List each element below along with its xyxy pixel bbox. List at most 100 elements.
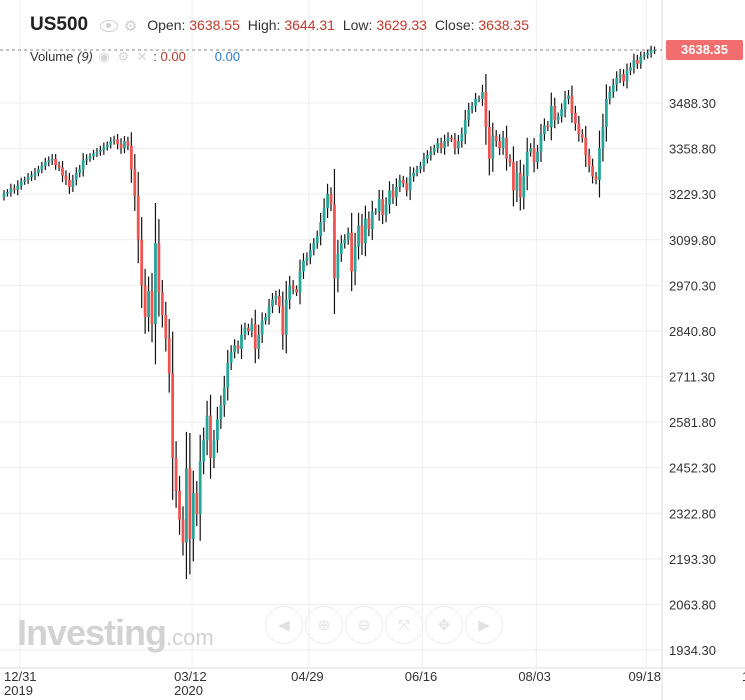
candle-body (136, 195, 140, 240)
candle-body (580, 134, 584, 138)
candle-body (78, 169, 82, 173)
candle-body (271, 299, 274, 307)
candle-body (632, 60, 636, 68)
gear-icon[interactable]: ⚙ (123, 18, 138, 36)
volume-eye-icon[interactable]: ◉ (98, 49, 110, 64)
candle-body (604, 98, 608, 128)
candle-body (560, 109, 564, 117)
candle-body (40, 165, 44, 170)
x-tick-year: 2019 (4, 683, 33, 698)
candle-body (419, 165, 422, 170)
candle-body (384, 204, 388, 216)
visibility-eye-icon[interactable] (100, 20, 118, 33)
y-tick-label: 2711.30 (669, 370, 715, 385)
candle-body (302, 260, 305, 272)
y-tick-label: 2063.80 (669, 597, 716, 612)
zoom-in-icon[interactable]: ⊕ (305, 606, 343, 644)
volume-gear-icon[interactable]: ⚙ (117, 49, 130, 64)
last-price-tag: 3638.35 (666, 40, 743, 60)
candle-body (343, 239, 347, 244)
candle-body (305, 257, 309, 261)
zoom-reset-icon[interactable]: ⤧ (385, 606, 423, 644)
candle-body (522, 176, 526, 198)
candle-body (264, 317, 267, 321)
candle-body (33, 172, 37, 176)
candle-body (140, 239, 144, 286)
candle-body (37, 169, 40, 173)
candle-body (367, 218, 371, 230)
candle-body (315, 236, 319, 244)
high-label: High: (247, 17, 281, 33)
candle-body (88, 156, 92, 159)
candle-body (432, 148, 436, 152)
candle-body (174, 457, 178, 492)
candle-body (350, 232, 354, 272)
scroll-right-icon[interactable]: ▶ (465, 606, 503, 644)
candle-body (577, 123, 581, 135)
candle-body (260, 320, 264, 335)
candle-body (160, 292, 164, 316)
candle-body (246, 327, 250, 332)
candle-body (191, 493, 195, 539)
volume-close-icon[interactable]: ✕ (136, 49, 148, 64)
candle-body (105, 144, 109, 148)
candle-body (608, 91, 612, 99)
candle-body (443, 141, 446, 149)
x-tick-year: 2020 (174, 683, 203, 698)
candle-body (635, 60, 639, 64)
y-tick-label: 2581.80 (669, 415, 716, 430)
candle-body (43, 162, 47, 166)
candle-body (491, 135, 495, 159)
candle-body (546, 125, 550, 128)
candle-body (532, 148, 536, 163)
y-tick-label: 2840.80 (669, 324, 716, 339)
x-tick-label: 09/18 (628, 669, 661, 684)
candle-body (625, 70, 629, 82)
y-tick-label: 1934.30 (669, 643, 716, 658)
candle-body (563, 98, 567, 110)
candle-body (298, 271, 302, 293)
candle-body (622, 74, 625, 82)
candle-body (240, 334, 243, 349)
candle-body (567, 95, 570, 99)
candle-body (412, 172, 416, 177)
candle-body (525, 151, 529, 177)
low-label: Low: (342, 17, 373, 33)
candle-body (429, 151, 433, 156)
close-label: Close: (434, 17, 475, 33)
investing-logo: Investing.com (17, 612, 214, 653)
candle-body (277, 295, 281, 307)
candle-body (205, 415, 209, 441)
candle-body (95, 151, 99, 154)
candle-body (147, 291, 150, 318)
candle-body (92, 153, 95, 157)
y-tick-label: 3488.30 (669, 96, 716, 111)
zoom-out-icon[interactable]: ⊖ (345, 606, 383, 644)
volume-value-2: 0.00 (214, 49, 241, 64)
candle-body (515, 172, 519, 191)
candle-body (646, 53, 650, 55)
candle-body (6, 192, 9, 194)
candle-body (16, 185, 20, 190)
candle-body (61, 167, 64, 176)
candle-body (312, 243, 316, 251)
candle-body (498, 141, 502, 149)
candle-body (253, 324, 257, 349)
x-tick-label: 04/29 (291, 669, 324, 684)
scroll-left-icon[interactable]: ◀ (265, 606, 303, 644)
open-label: Open: (147, 17, 186, 33)
candle-body (181, 519, 185, 543)
candle-body (133, 169, 137, 196)
high-value: 3644.31 (284, 17, 335, 33)
candle-body (591, 165, 594, 177)
candle-body (291, 285, 295, 289)
fit-icon[interactable]: ✥ (425, 606, 463, 644)
candle-body (405, 183, 409, 191)
symbol-title: US500 (30, 14, 89, 35)
candle-body (360, 225, 364, 244)
candle-body (539, 134, 543, 152)
candle-body (23, 179, 27, 182)
candle-body (281, 306, 285, 335)
